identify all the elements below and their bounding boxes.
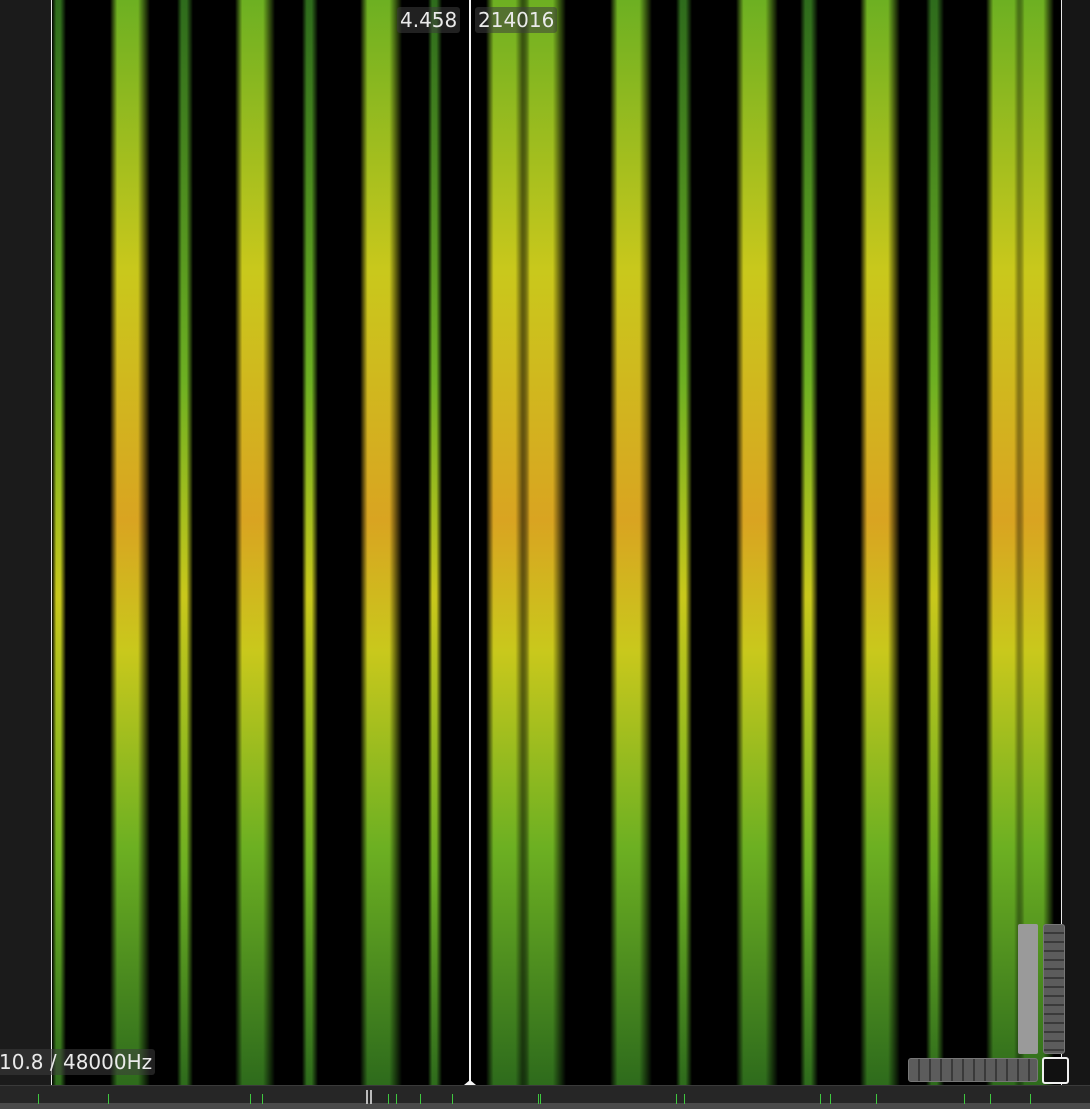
timeline-onset-tick [820, 1094, 821, 1104]
horizontal-zoom-handle[interactable] [908, 1058, 1038, 1082]
right-gutter [1062, 0, 1090, 1085]
timeline-onset-tick [38, 1094, 39, 1104]
timeline-onset-tick [538, 1094, 539, 1104]
timeline-position-marker[interactable] [366, 1090, 372, 1104]
spectral-band [860, 0, 900, 1085]
view-start-edge [51, 0, 52, 1085]
timeline-onset-tick [964, 1094, 965, 1104]
timeline-onset-tick [388, 1094, 389, 1104]
vertical-zoom-track[interactable] [1018, 924, 1038, 1054]
spectral-band [428, 0, 442, 1085]
zoom-reset-button[interactable] [1042, 1057, 1069, 1084]
spectral-band [676, 0, 692, 1085]
left-gutter [0, 0, 52, 1085]
timeline-onset-tick [990, 1094, 991, 1104]
timeline-onset-tick [1030, 1094, 1031, 1104]
timeline-onset-tick [420, 1094, 421, 1104]
vertical-zoom-handle[interactable] [1043, 924, 1065, 1054]
timeline-onset-tick [396, 1094, 397, 1104]
overview-timeline[interactable] [0, 1085, 1090, 1109]
timeline-track[interactable] [0, 1103, 1090, 1109]
spectral-band [110, 0, 150, 1085]
sample-rate-readout: 10.8 / 48000Hz [0, 1049, 156, 1075]
spectrogram-view[interactable] [52, 0, 1062, 1085]
spectral-band [736, 0, 778, 1085]
spectral-band [610, 0, 652, 1085]
playhead-cursor[interactable] [469, 0, 471, 1083]
spectral-band [177, 0, 193, 1085]
spectral-band [800, 0, 818, 1085]
spectral-band [52, 0, 66, 1085]
spectral-band [235, 0, 275, 1085]
spectral-band [302, 0, 318, 1085]
timeline-onset-tick [540, 1094, 541, 1104]
timeline-onset-tick [108, 1094, 109, 1104]
timeline-onset-tick [250, 1094, 251, 1104]
timeline-onset-tick [830, 1094, 831, 1104]
cursor-time-label: 4.458 [397, 7, 461, 33]
timeline-onset-tick [452, 1094, 453, 1104]
cursor-sample-label: 214016 [475, 7, 558, 33]
timeline-onset-tick [876, 1094, 877, 1104]
timeline-onset-tick [676, 1094, 677, 1104]
spectral-band [926, 0, 944, 1085]
playhead-handle[interactable] [464, 1080, 476, 1085]
spectral-band [522, 0, 566, 1085]
timeline-onset-tick [684, 1094, 685, 1104]
view-end-edge [1061, 0, 1062, 1085]
spectral-band [486, 0, 528, 1085]
spectral-band [1018, 0, 1054, 1085]
spectral-band [360, 0, 402, 1085]
timeline-onset-tick [262, 1094, 263, 1104]
